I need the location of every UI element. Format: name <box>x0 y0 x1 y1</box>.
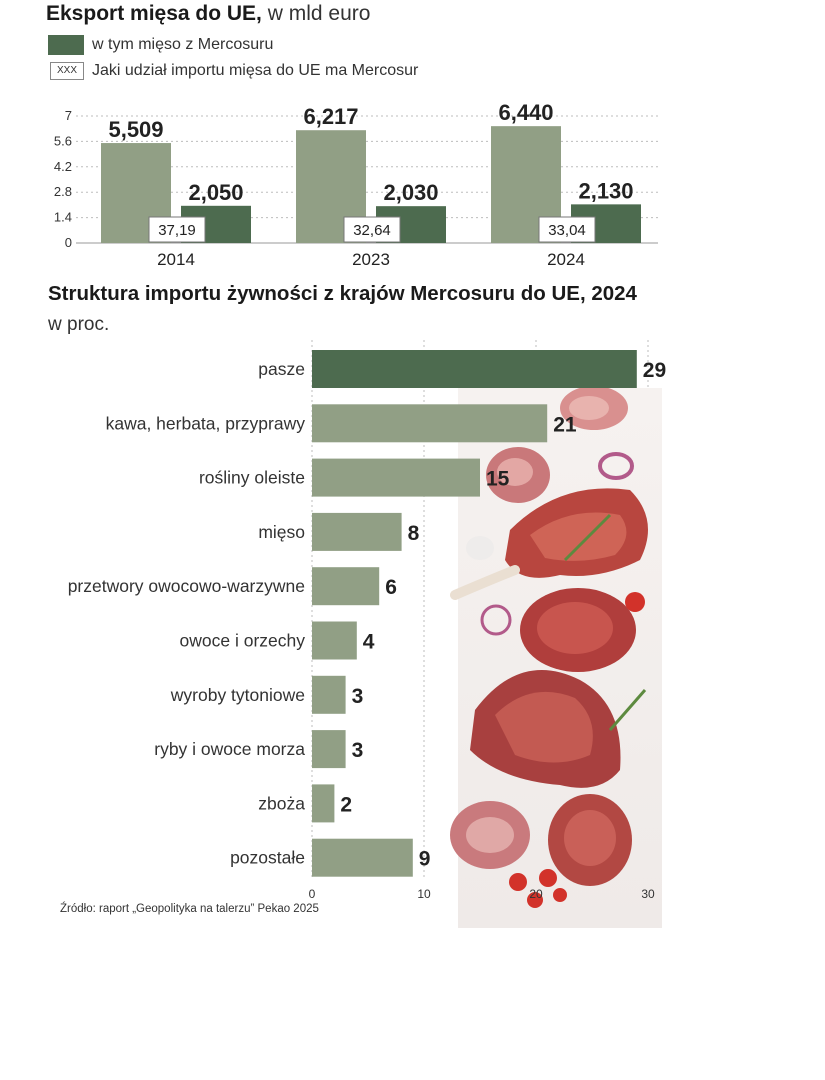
share-box <box>148 216 206 243</box>
share-label: 32,64 <box>353 222 391 239</box>
category-label: przetwory owocowo-warzywne <box>68 576 305 596</box>
legend-label-mercosur: w tym mięso z Mercosuru <box>92 36 274 53</box>
bar <box>312 621 357 660</box>
x-tick-label: 2023 <box>352 250 390 269</box>
data-label: 8 <box>408 522 420 545</box>
title-unit: w mld euro <box>261 2 371 25</box>
data-label-total: 6,217 <box>303 104 358 129</box>
data-label-mercosur: 2,050 <box>188 180 243 205</box>
category-label: mięso <box>258 522 305 542</box>
data-label-total: 5,509 <box>108 117 163 142</box>
bar <box>312 458 480 497</box>
legend-swatch-mercosur <box>48 35 84 55</box>
share-label: 33,04 <box>548 222 586 239</box>
category-label: pozostałe <box>230 848 305 868</box>
bar <box>312 567 380 606</box>
y-tick-label: 2.8 <box>54 184 72 199</box>
category-label: owoce i orzechy <box>180 631 306 651</box>
chart-title: Eksport mięsa do UE, w mld euro <box>46 2 370 26</box>
x-tick-label: 2014 <box>157 250 195 269</box>
legend-item-share: XXX Jaki udział importu mięsa do UE ma M… <box>48 62 418 80</box>
data-label: 3 <box>352 739 364 762</box>
data-label: 4 <box>363 631 375 654</box>
legend-share-box: XXX <box>50 62 84 80</box>
share-label: 37,19 <box>158 222 196 239</box>
data-label-total: 6,440 <box>498 100 553 125</box>
y-tick-label: 5.6 <box>54 133 72 148</box>
title-bold: Eksport mięsa do UE, <box>46 2 262 25</box>
data-label-mercosur: 2,030 <box>383 180 438 205</box>
x-tick-label: 30 <box>641 887 655 901</box>
legend-item-mercosur: w tym mięso z Mercosuru <box>48 35 273 55</box>
bar <box>312 675 346 714</box>
data-label: 9 <box>419 848 431 871</box>
data-label-mercosur: 2,130 <box>578 178 633 203</box>
bar <box>312 730 346 769</box>
data-label: 6 <box>385 576 397 599</box>
data-label: 3 <box>352 685 364 708</box>
category-label: zboża <box>258 793 305 813</box>
source-note: Źródło: raport „Geopolityka na talerzu” … <box>60 903 319 915</box>
chart2-title: Struktura importu żywności z krajów Merc… <box>48 282 637 305</box>
data-label: 29 <box>643 359 666 382</box>
category-label: wyroby tytoniowe <box>170 685 305 705</box>
bar <box>312 838 413 877</box>
export-chart: 0 1.4 2.8 4.2 5.6 7 5,509 2,050 37,19 2014 6,217 2,… <box>54 100 658 269</box>
y-tick-label: 1.4 <box>54 210 72 225</box>
bar <box>312 350 637 388</box>
y-tick-label: 0 <box>65 235 72 250</box>
category-label: kawa, herbata, przyprawy <box>106 413 306 433</box>
bar <box>312 784 335 823</box>
meat-photo <box>450 386 662 928</box>
bar <box>312 512 402 551</box>
share-box <box>343 216 401 243</box>
y-tick-label: 4.2 <box>54 159 72 174</box>
category-label: pasze <box>258 359 305 379</box>
category-label: rośliny oleiste <box>199 468 305 488</box>
data-label: 21 <box>553 413 577 436</box>
share-box <box>538 216 596 243</box>
x-tick-label: 2024 <box>547 250 585 269</box>
x-tick-label: 10 <box>417 887 431 901</box>
y-tick-label: 7 <box>65 108 72 123</box>
chart2-subtitle: w proc. <box>48 314 110 335</box>
data-label: 15 <box>486 468 510 491</box>
bar <box>312 404 548 443</box>
x-tick-label: 0 <box>309 887 316 901</box>
x-tick-label: 20 <box>529 887 543 901</box>
legend-label-share: Jaki udział importu mięsa do UE ma Merco… <box>92 62 419 79</box>
data-label: 2 <box>340 793 352 816</box>
category-label: ryby i owoce morza <box>154 739 305 759</box>
